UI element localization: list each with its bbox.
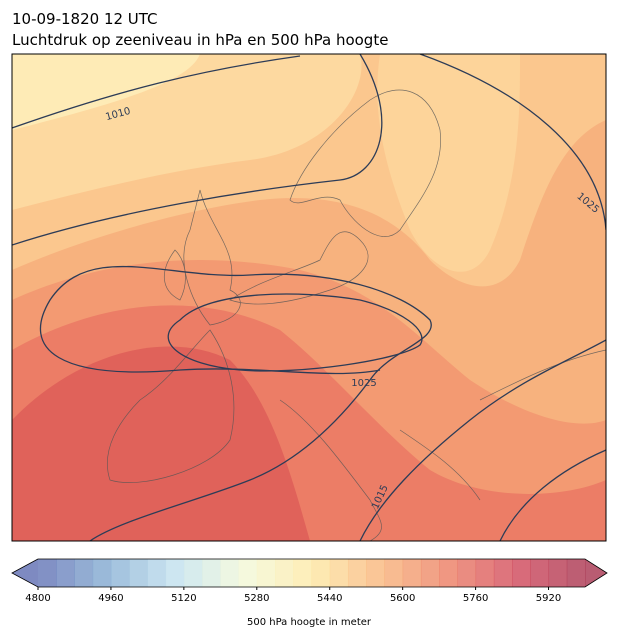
map-frame — [11, 53, 607, 542]
map: 1010 1025 1025 1015 — [12, 54, 606, 541]
colorbar-label: 500 hPa hoogte in meter — [247, 617, 372, 628]
colorbar-band — [165, 559, 185, 587]
colorbar-band — [548, 559, 568, 587]
colorbar-band — [256, 559, 276, 587]
colorbar-band — [275, 559, 294, 587]
label-bg — [98, 102, 134, 123]
colorbar-band — [183, 559, 203, 587]
colorbar-band — [457, 559, 477, 587]
isobar — [167, 293, 423, 372]
colorbar: 4800 4960 5120 5280 5440 5600 5760 5920 — [11, 558, 608, 604]
colorbar-band — [238, 559, 258, 587]
colorbar-band — [347, 559, 367, 587]
colorbar-band — [329, 559, 349, 587]
isobar — [419, 54, 606, 231]
colorbar-band — [38, 559, 57, 587]
isobar — [359, 339, 606, 541]
colorbar-band — [384, 559, 404, 587]
colorbar-band — [493, 559, 513, 587]
colorbar-band — [366, 559, 385, 587]
colorbar-band — [475, 559, 495, 587]
colorbar-band — [402, 559, 422, 587]
colorbar-band — [147, 559, 167, 587]
title: 10-09-1820 12 UTC — [12, 10, 158, 28]
subtitle: Luchtdruk op zeeniveau in hPa en 500 hPa… — [12, 31, 388, 49]
colorbar-band — [512, 559, 531, 587]
field — [12, 346, 310, 541]
colorbar-tick-label: 5120 — [171, 593, 196, 604]
isobar — [39, 265, 432, 541]
colorbar-extend — [585, 559, 607, 587]
colorbar-band — [311, 559, 331, 587]
colorbar-band — [566, 559, 586, 587]
colorbar-band — [56, 559, 75, 587]
field — [12, 54, 200, 130]
colorbar-tick-label: 4960 — [98, 593, 123, 604]
colorbar-tick-label: 5760 — [463, 593, 488, 604]
isobar — [12, 54, 383, 246]
isobar — [12, 55, 301, 129]
field — [377, 54, 520, 272]
isobar — [499, 449, 606, 541]
colorbar-band — [92, 559, 112, 587]
colorbar-tick-label: 5280 — [244, 593, 269, 604]
colorbar-tick-label: 5600 — [390, 593, 415, 604]
colorbar-band — [220, 559, 240, 587]
colorbar-band — [129, 559, 148, 587]
colorbar-frame — [11, 558, 608, 588]
isobar-label: 1025 — [351, 378, 376, 389]
colorbar-band — [202, 559, 221, 587]
colorbar-tick-label: 4800 — [25, 593, 50, 604]
colorbar-band — [74, 559, 94, 587]
colorbar-band — [293, 559, 312, 587]
colorbar-tick-label: 5440 — [317, 593, 342, 604]
colorbar-band — [110, 559, 130, 587]
colorbar-band — [420, 559, 440, 587]
colorbar-band — [439, 559, 458, 587]
colorbar-band — [530, 559, 550, 587]
colorbar-extend — [12, 559, 38, 587]
colorbar-tick-label: 5920 — [536, 593, 561, 604]
